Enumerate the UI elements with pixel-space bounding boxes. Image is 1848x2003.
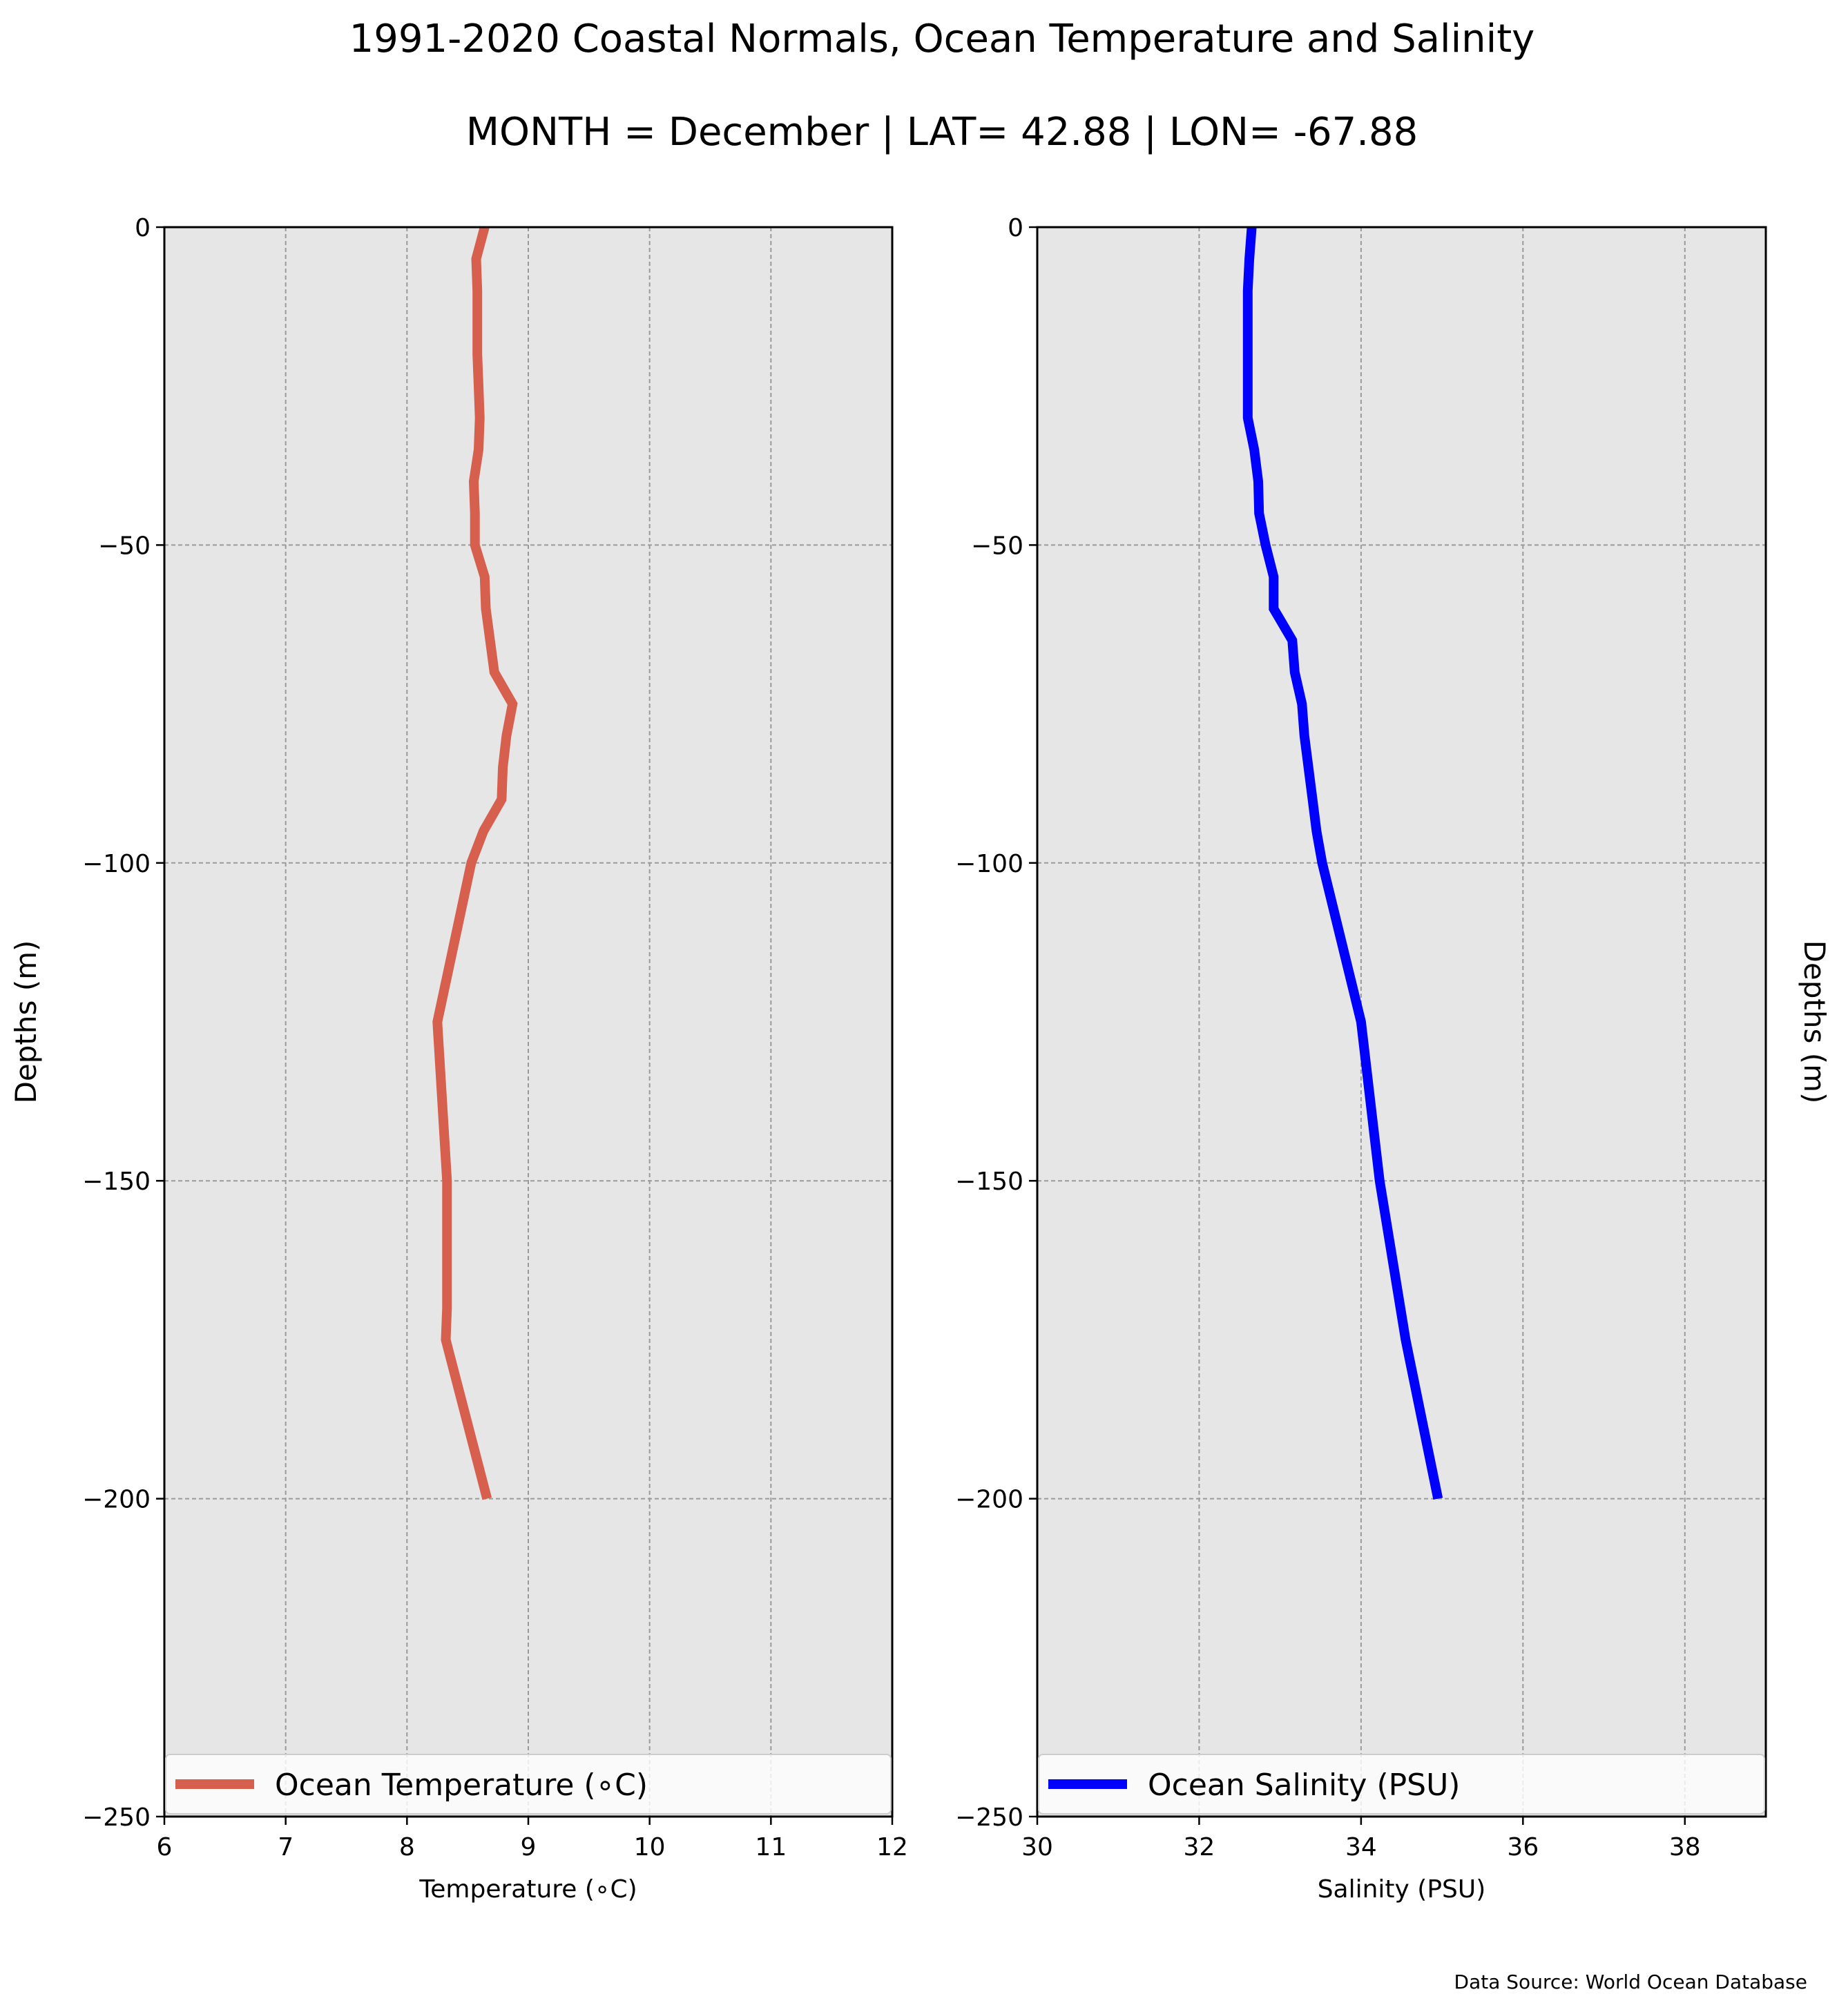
temperature-panel: 6 7 8 9 10 11 12 0 −50 −100 −150 −200 −250 Temperatur… bbox=[9, 214, 908, 1904]
chart-subtitle: MONTH = December | LAT= 42.88 | LON= -67… bbox=[466, 110, 1418, 155]
x-tick-label: 30 bbox=[1021, 1833, 1053, 1861]
y-tick-label: 0 bbox=[1008, 214, 1023, 242]
x-tick-label: 32 bbox=[1184, 1833, 1215, 1861]
legend-box bbox=[1038, 1754, 1765, 1815]
salinity-panel: 30 32 34 36 38 0 −50 −100 −150 −200 −250 Salinity (… bbox=[955, 214, 1831, 1904]
y-axis-label: Depths (m) bbox=[1798, 940, 1831, 1104]
y-tick-label: −150 bbox=[82, 1168, 151, 1196]
legend-label: Ocean Temperature (∘C) bbox=[275, 1768, 648, 1803]
x-tick-label: 7 bbox=[278, 1833, 293, 1861]
x-tick-label: 34 bbox=[1345, 1833, 1377, 1861]
x-axis-label: Salinity (PSU) bbox=[1318, 1875, 1486, 1904]
y-tick-label: −100 bbox=[955, 850, 1023, 878]
x-tick-label: 6 bbox=[157, 1833, 173, 1861]
legend-box bbox=[165, 1754, 892, 1815]
x-tick-label: 12 bbox=[876, 1833, 908, 1861]
y-tick-label: −50 bbox=[971, 532, 1023, 560]
x-tick-label: 10 bbox=[634, 1833, 666, 1861]
series-line-0-0 bbox=[432, 226, 518, 1500]
y-tick-label: −100 bbox=[82, 850, 151, 878]
x-tick-label: 11 bbox=[755, 1833, 787, 1861]
y-tick-label: −250 bbox=[82, 1803, 151, 1832]
x-tick-label: 8 bbox=[399, 1833, 415, 1861]
x-tick-label: 36 bbox=[1507, 1833, 1539, 1861]
x-tick-label: 9 bbox=[521, 1833, 537, 1861]
x-axis-label: Temperature (∘C) bbox=[418, 1875, 637, 1904]
data-source-note: Data Source: World Ocean Database bbox=[1454, 1971, 1807, 1993]
y-tick-label: −50 bbox=[98, 532, 151, 560]
x-tick-label: 38 bbox=[1669, 1833, 1701, 1861]
legend-label: Ocean Salinity (PSU) bbox=[1148, 1768, 1460, 1803]
y-tick-label: −150 bbox=[955, 1168, 1023, 1196]
y-tick-label: −250 bbox=[955, 1803, 1023, 1832]
y-axis-label: Depths (m) bbox=[9, 940, 43, 1104]
y-tick-label: −200 bbox=[82, 1486, 151, 1514]
chart-title: 1991-2020 Coastal Normals, Ocean Tempera… bbox=[349, 17, 1535, 61]
y-tick-label: −200 bbox=[955, 1486, 1023, 1514]
y-tick-label: 0 bbox=[135, 214, 151, 242]
axes-frame bbox=[1036, 226, 1767, 1818]
series-line-1-0 bbox=[1242, 226, 1443, 1500]
plot-area bbox=[1037, 227, 1766, 1817]
